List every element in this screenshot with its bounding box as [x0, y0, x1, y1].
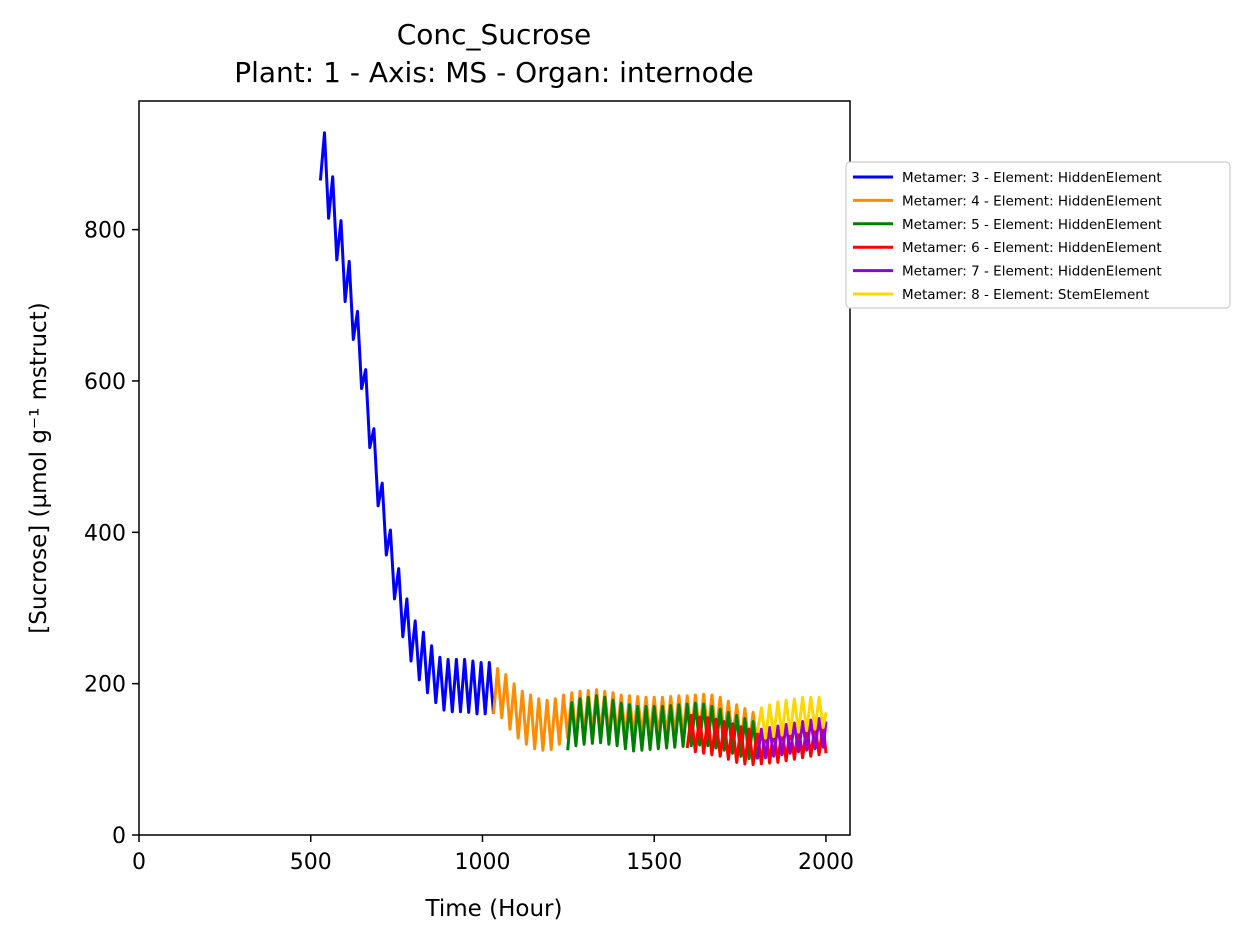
- y-axis-label: [Sucrose] (µmol g⁻¹ mstruct): [26, 302, 52, 633]
- series-line-1: [318, 131, 495, 716]
- series-line-5: [755, 717, 828, 760]
- chart-subtitle: Plant: 1 - Axis: MS - Organ: internode: [234, 56, 754, 89]
- legend-label-5: Metamer: 7 - Element: HiddenElement: [902, 264, 1162, 280]
- x-axis-label: Time (Hour): [425, 896, 563, 922]
- legend-label-3: Metamer: 5 - Element: HiddenElement: [902, 217, 1162, 233]
- y-axis: 0 200 400 600 800: [84, 219, 139, 849]
- legend-box: [845, 161, 1231, 309]
- y-tick-label: 400: [84, 521, 126, 546]
- legend-label-6: Metamer: 8 - Element: StemElement: [902, 287, 1149, 303]
- x-axis: 0 500 1000 1500 2000: [132, 835, 854, 875]
- x-tick-label: 1000: [454, 850, 510, 875]
- x-tick-label: 0: [132, 850, 146, 875]
- legend-label-1: Metamer: 3 - Element: HiddenElement: [902, 170, 1162, 186]
- legend-label-2: Metamer: 4 - Element: HiddenElement: [902, 193, 1162, 209]
- y-tick-label: 0: [112, 824, 126, 849]
- x-tick-label: 500: [290, 850, 332, 875]
- y-tick-label: 600: [84, 370, 126, 395]
- chart-title: Conc_Sucrose: [397, 18, 592, 51]
- x-tick-label: 1500: [626, 850, 682, 875]
- series-layer: [318, 131, 828, 767]
- y-tick-label: 800: [84, 219, 126, 244]
- legend: Metamer: 3 - Element: HiddenElement Metam…: [845, 161, 1231, 309]
- legend-label-4: Metamer: 6 - Element: HiddenElement: [902, 240, 1162, 256]
- series-line-6: [755, 695, 828, 740]
- plot-frame: [138, 100, 851, 836]
- y-tick-label: 200: [84, 673, 126, 698]
- x-tick-label: 2000: [798, 850, 854, 875]
